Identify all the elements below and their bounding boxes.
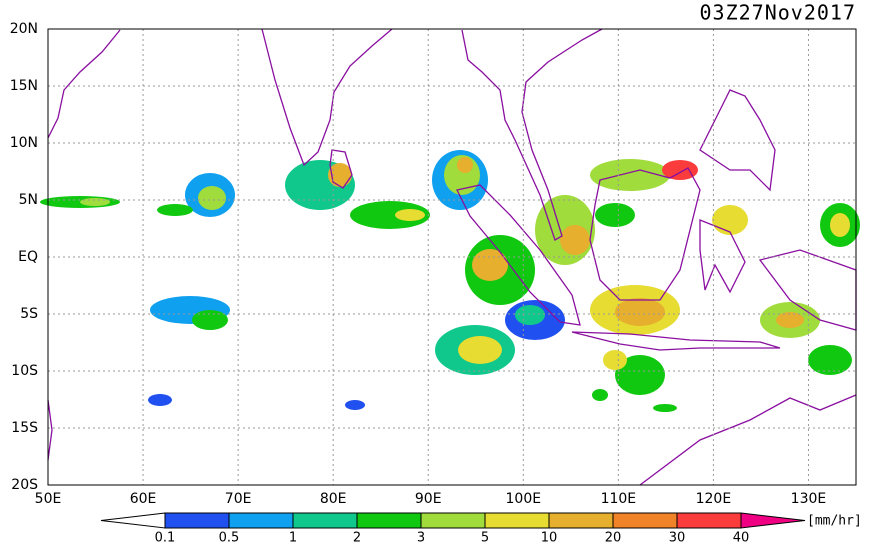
colorbar-bin	[292, 512, 358, 529]
colorbar-label: 20	[605, 531, 622, 544]
lat-label: 15N	[10, 78, 38, 94]
rain-areas	[40, 150, 860, 412]
colorbar-bin	[164, 512, 230, 529]
colorbar-label: 3	[417, 531, 425, 544]
colorbar-bin	[484, 512, 550, 529]
colorbar-arrow	[100, 512, 166, 529]
colorbar-bin	[548, 512, 614, 529]
colorbar-label: 10	[541, 531, 558, 544]
map-frame	[47, 28, 857, 486]
colorbar-unit: [mm/hr]	[807, 514, 862, 529]
lat-label: 10N	[10, 135, 38, 151]
colorbar-arrow	[740, 512, 806, 529]
colorbar-bin	[612, 512, 678, 529]
lon-label: 90E	[415, 491, 442, 507]
lon-label: 110E	[601, 491, 637, 507]
lat-label: 5N	[19, 192, 38, 208]
lon-label: 130E	[791, 491, 827, 507]
colorbar-label: 1	[289, 531, 297, 544]
colorbar-label: 40	[733, 531, 750, 544]
colorbar-bin	[356, 512, 422, 529]
lat-label: EQ	[18, 249, 38, 265]
lon-label: 100E	[506, 491, 542, 507]
colorbar-bin	[676, 512, 742, 529]
lat-label: 20S	[11, 477, 38, 493]
lon-label: 50E	[35, 491, 62, 507]
colorbar-label: 0.5	[219, 531, 240, 544]
colorbar-bin	[420, 512, 486, 529]
lat-label: 10S	[11, 363, 38, 379]
colorbar-label: 0.1	[155, 531, 176, 544]
lat-label: 5S	[20, 306, 38, 322]
lon-label: 60E	[130, 491, 157, 507]
lon-label: 80E	[320, 491, 347, 507]
colorbar-label: 5	[481, 531, 489, 544]
colorbar-bin	[228, 512, 294, 529]
map-title: 03Z27Nov2017	[700, 1, 857, 25]
colorbar-label: 2	[353, 531, 361, 544]
lon-label: 120E	[696, 491, 732, 507]
coastlines	[47, 28, 857, 486]
lat-label: 20N	[10, 21, 38, 37]
lon-label: 70E	[225, 491, 252, 507]
colorbar-label: 30	[669, 531, 686, 544]
lat-label: 15S	[11, 420, 38, 436]
